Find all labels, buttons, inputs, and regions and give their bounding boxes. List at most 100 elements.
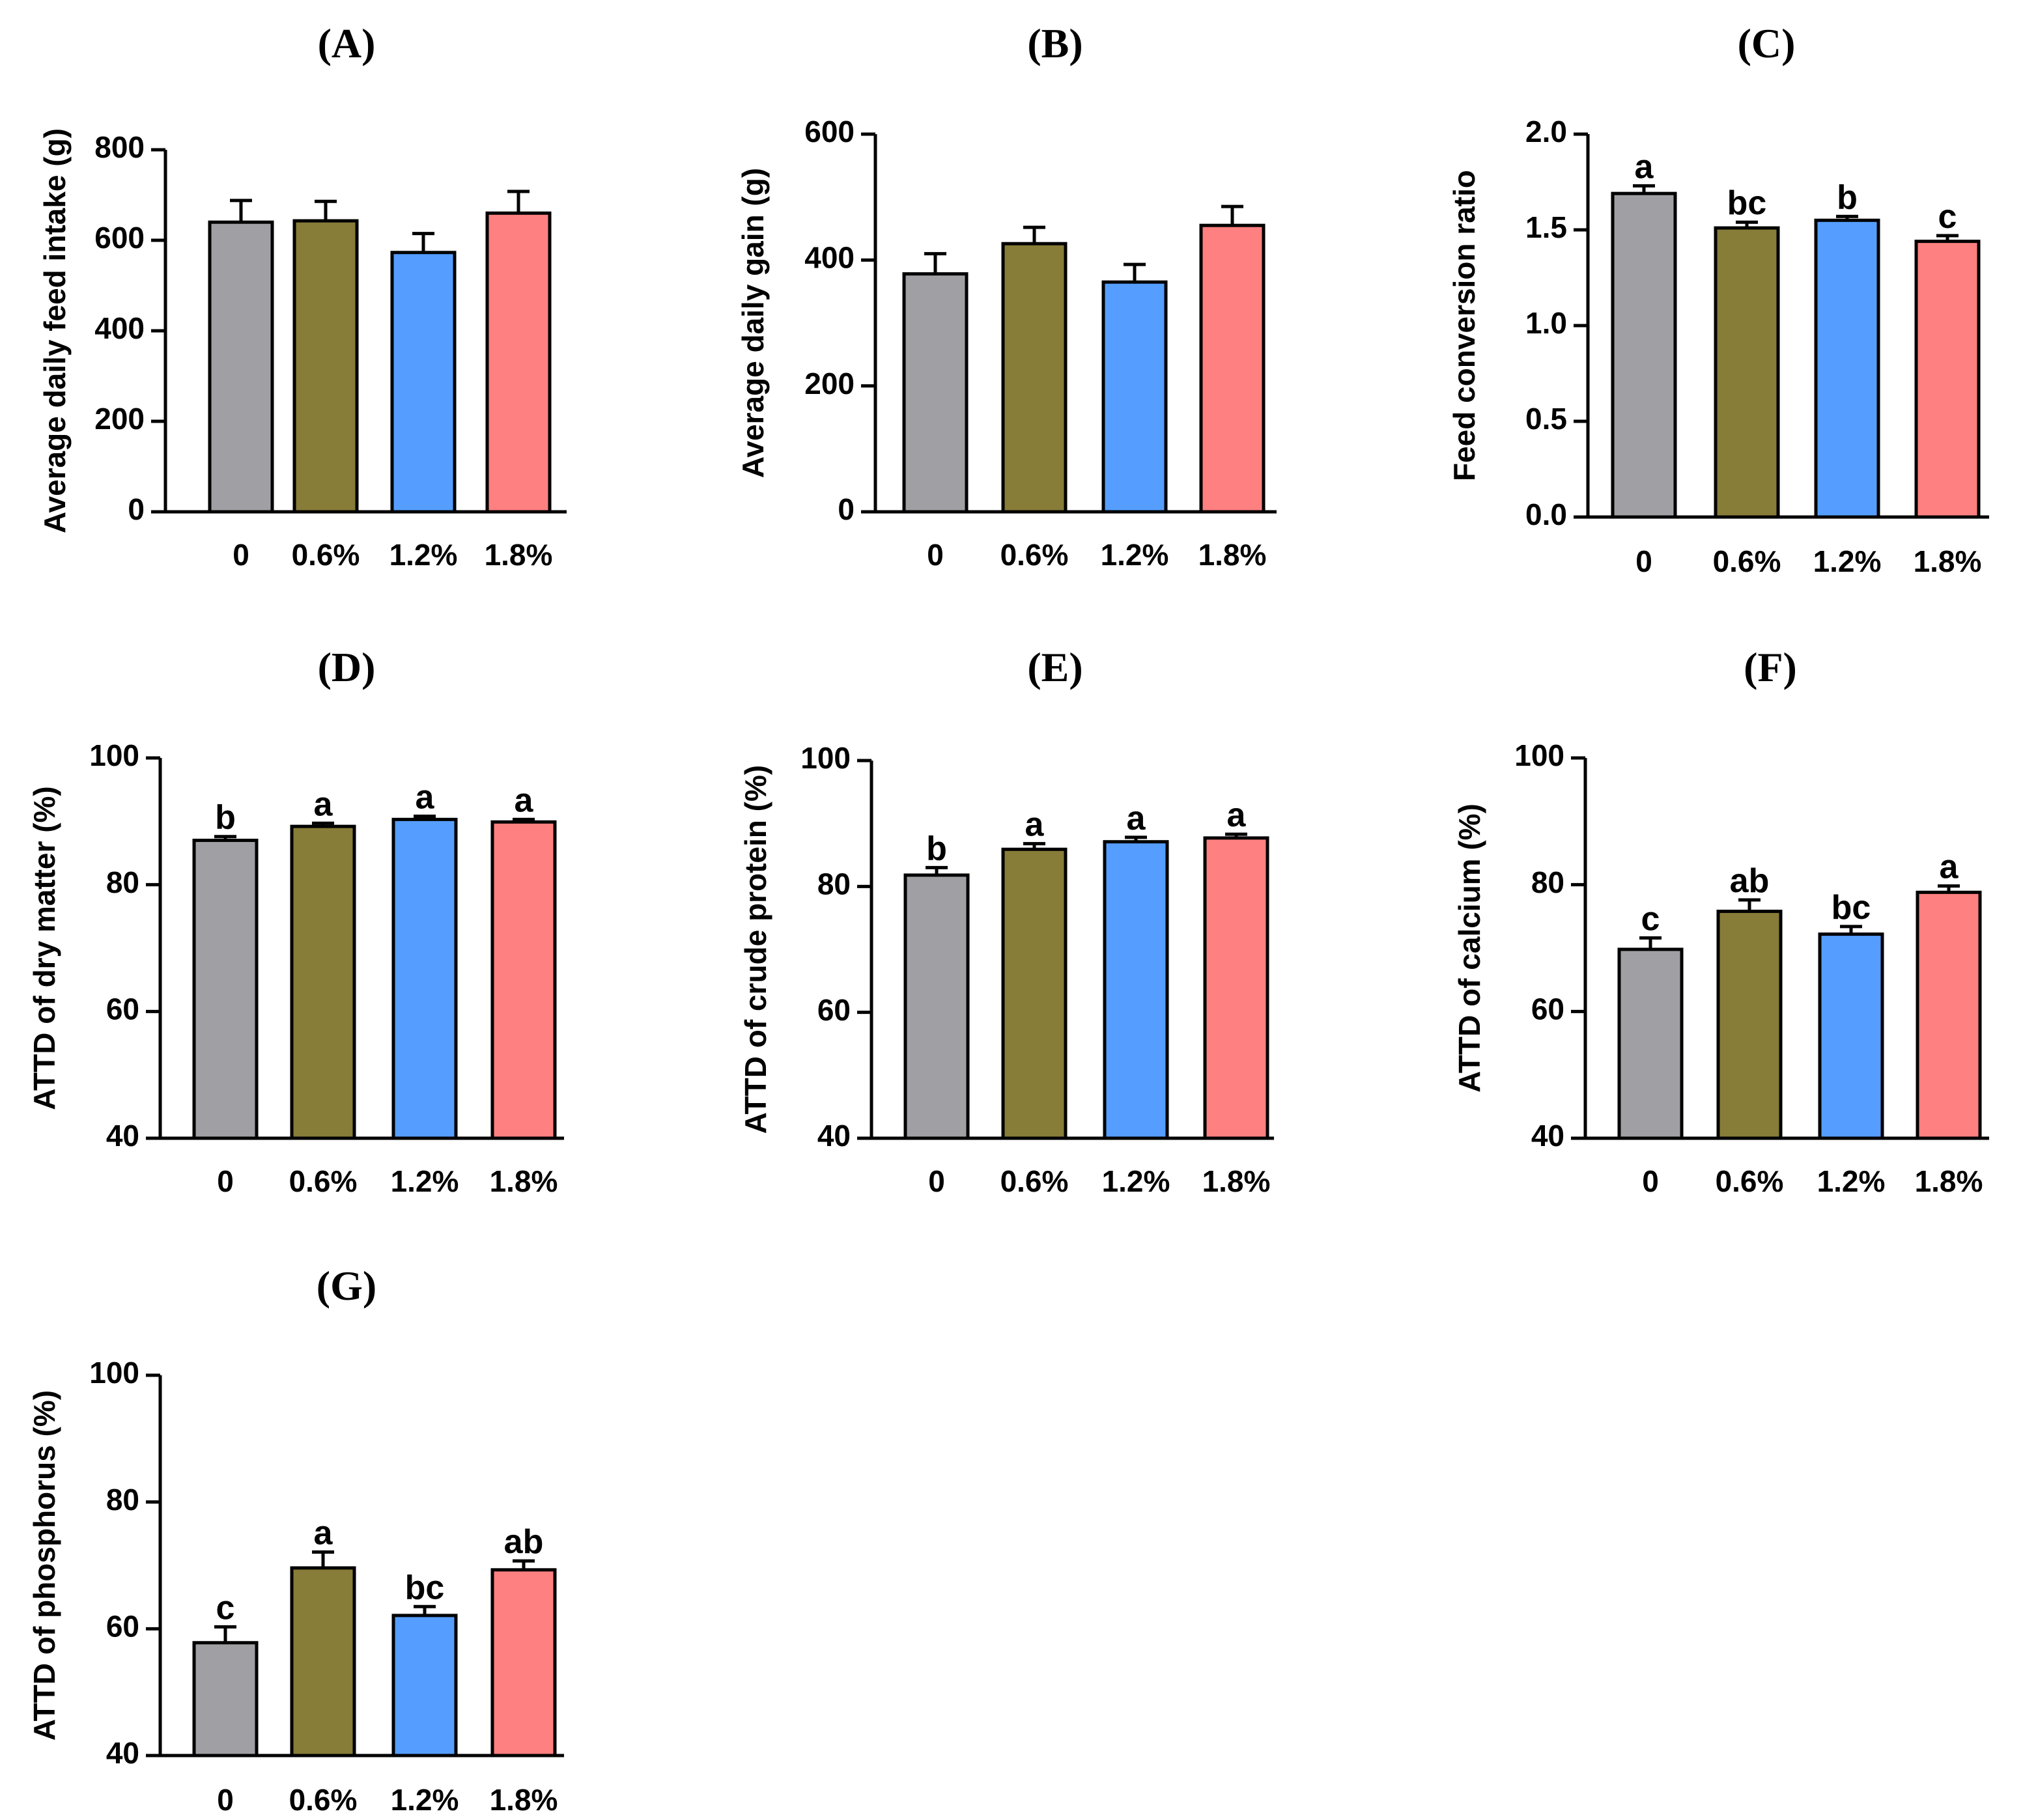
x-tick-label: 1.8% — [1198, 538, 1267, 572]
y-tick-label: 80 — [106, 1483, 139, 1517]
y-tick-label: 60 — [817, 993, 851, 1027]
y-tick-label: 80 — [1531, 865, 1564, 899]
bar-1.2% — [391, 1614, 458, 1757]
x-tick-label: 1.2% — [1101, 538, 1169, 572]
significance-letter: a — [314, 1515, 333, 1552]
bar-0 — [1611, 191, 1677, 519]
y-axis-title: Feed conversion ratio — [1447, 170, 1481, 481]
x-tick-label: 0 — [217, 1164, 234, 1198]
panel-title: (F) — [1744, 644, 1797, 690]
x-tick-label: 0.6% — [289, 1783, 358, 1817]
significance-letter: bc — [1727, 184, 1767, 222]
chart-panel-d: (D) ATTD of dry matter (%) b 0 a 0.6% a 1.2% a 1.… — [27, 644, 564, 1198]
significance-letter: ab — [504, 1523, 544, 1561]
x-tick-label: 0 — [1635, 544, 1652, 578]
chart-panel-e: (E) ATTD of crude protein (%) b 0 a 0.6% a 1.2%… — [739, 644, 1274, 1198]
significance-letter: a — [1025, 806, 1045, 844]
bar-1.8% — [1914, 240, 1981, 519]
bar-0 — [902, 272, 969, 514]
bar-0 — [903, 873, 970, 1140]
bar-0 — [1617, 947, 1684, 1140]
significance-letter: b — [1837, 178, 1858, 216]
x-tick-label: 1.8% — [490, 1783, 558, 1817]
significance-letter: c — [1641, 900, 1660, 938]
bar-1.2% — [1103, 840, 1169, 1140]
y-axis-title: Average daily feed intake (g) — [38, 128, 72, 533]
bar-1.2% — [1818, 932, 1884, 1140]
bar-1.2% — [1814, 218, 1880, 519]
x-tick-label: 0.6% — [1000, 1164, 1069, 1198]
y-tick-label: 0 — [128, 492, 145, 526]
y-tick-label: 40 — [106, 1119, 139, 1153]
significance-letter: bc — [405, 1569, 445, 1606]
chart-panel-f: (F) ATTD of calcium (%) c 0 ab 0.6% bc 1.2% a 1.8… — [1452, 644, 1989, 1198]
y-tick-label: 1.5 — [1525, 210, 1567, 244]
bar-0 — [208, 220, 274, 514]
bar-0.6% — [290, 824, 356, 1140]
x-tick-label: 1.2% — [1817, 1164, 1886, 1198]
bar-0.6% — [290, 1566, 356, 1757]
y-tick-label: 0 — [838, 492, 855, 526]
bar-0.6% — [1001, 242, 1068, 514]
y-tick-label: 100 — [89, 1356, 139, 1390]
bar-0.6% — [1716, 910, 1783, 1140]
panel-title: (C) — [1738, 20, 1796, 66]
significance-letter: a — [416, 779, 435, 817]
x-tick-label: 0 — [1642, 1164, 1659, 1198]
significance-letter: b — [926, 830, 947, 867]
bar-0.6% — [292, 219, 359, 514]
bar-1.8% — [1916, 890, 1982, 1140]
significance-letter: c — [1938, 198, 1957, 236]
y-tick-label: 60 — [106, 992, 139, 1026]
x-tick-label: 1.2% — [1813, 544, 1882, 578]
x-tick-label: 0.6% — [289, 1164, 358, 1198]
significance-letter: a — [1127, 800, 1146, 837]
x-tick-label: 1.8% — [1202, 1164, 1271, 1198]
y-tick-label: 400 — [94, 311, 145, 345]
chart-panel-c: (C) Feed conversion ratio a 0 bc 0.6% b 1.2% c 1.… — [1447, 20, 1989, 578]
y-axis-title: ATTD of calcium (%) — [1452, 804, 1486, 1093]
y-tick-label: 100 — [800, 741, 851, 775]
panel-title: (E) — [1027, 644, 1082, 690]
significance-letter: a — [515, 781, 534, 819]
significance-letter: ab — [1730, 862, 1770, 900]
bar-1.2% — [391, 817, 458, 1140]
panel-title: (D) — [318, 644, 376, 690]
bar-1.2% — [1101, 280, 1168, 514]
x-tick-label: 1.8% — [1915, 1164, 1983, 1198]
significance-letter: a — [1940, 848, 1959, 886]
x-tick-label: 0 — [927, 538, 944, 572]
significance-letter: bc — [1832, 889, 1871, 927]
x-tick-label: 1.2% — [389, 538, 458, 572]
y-tick-label: 100 — [89, 738, 139, 772]
significance-letter: a — [1227, 796, 1247, 834]
bar-1.8% — [1199, 223, 1266, 514]
bar-1.8% — [490, 1568, 557, 1757]
x-tick-label: 1.8% — [485, 538, 553, 572]
chart-panel-a: (A) Average daily feed intake (g) 0 0.6% 1.2… — [38, 20, 567, 572]
y-axis-title: ATTD of phosphorus (%) — [27, 1390, 61, 1741]
y-tick-label: 800 — [94, 130, 145, 164]
y-tick-label: 200 — [94, 402, 145, 436]
y-tick-label: 1.0 — [1525, 306, 1567, 340]
x-tick-label: 0 — [217, 1783, 234, 1817]
significance-letter: c — [216, 1589, 235, 1627]
bar-1.2% — [390, 251, 457, 514]
x-tick-label: 1.8% — [1914, 544, 1982, 578]
x-tick-label: 1.2% — [1102, 1164, 1170, 1198]
y-tick-label: 40 — [106, 1736, 139, 1770]
bar-0.6% — [1714, 226, 1780, 519]
bar-0 — [192, 839, 259, 1140]
bar-1.8% — [1203, 836, 1269, 1140]
y-tick-label: 80 — [817, 867, 851, 901]
chart-panel-b: (B) Average daily gain (g) 0 0.6% 1.2% 1.8% 0 2… — [736, 20, 1277, 572]
x-tick-label: 0.6% — [292, 538, 360, 572]
y-tick-label: 60 — [1531, 992, 1564, 1026]
significance-letter: a — [314, 785, 333, 823]
panel-title: (B) — [1027, 20, 1082, 66]
bar-0.6% — [1001, 847, 1068, 1140]
y-tick-label: 0.5 — [1525, 402, 1567, 436]
y-tick-label: 400 — [804, 240, 855, 274]
x-tick-label: 1.2% — [391, 1783, 459, 1817]
